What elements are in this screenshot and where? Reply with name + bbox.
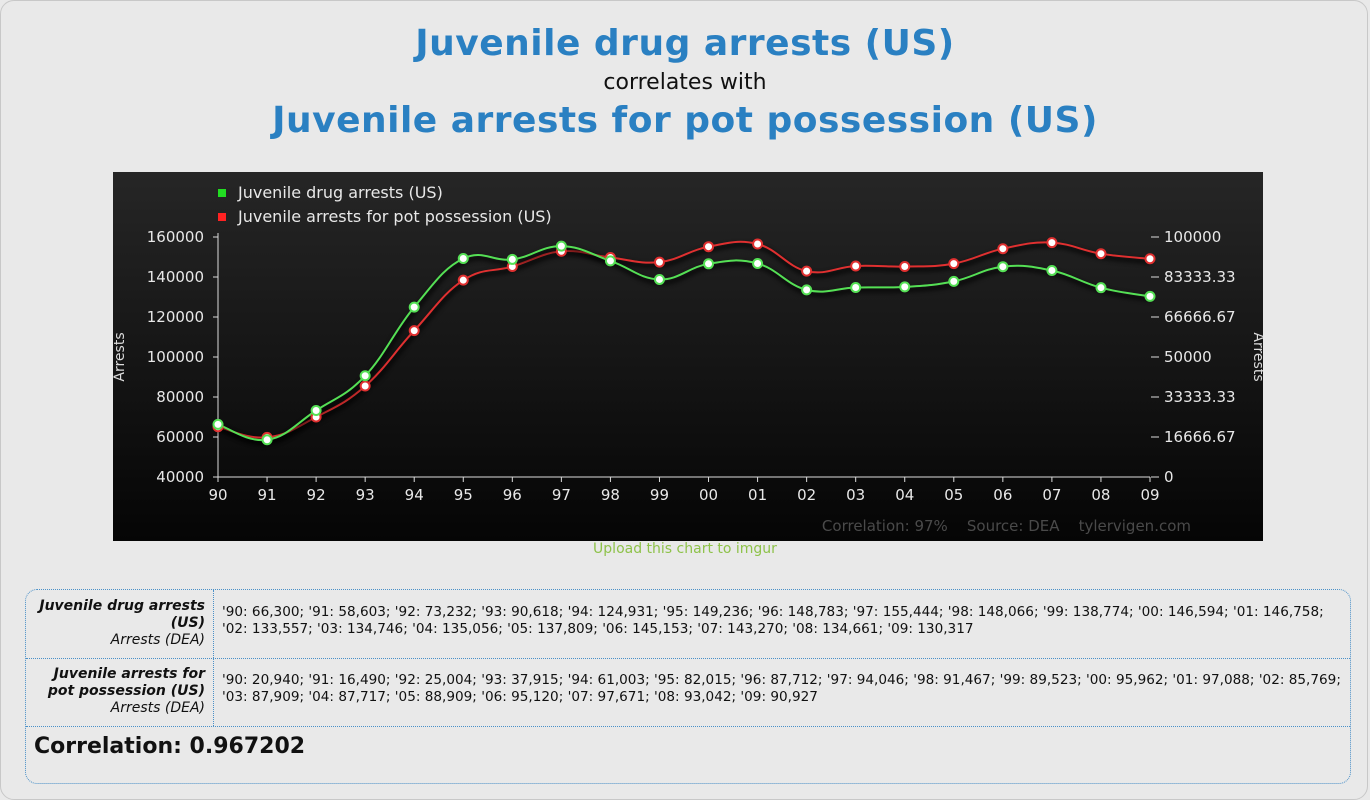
- data-point-drug-arrests: [555, 240, 567, 252]
- title-connector: correlates with: [603, 70, 767, 95]
- left-tick-label: 40000: [156, 468, 204, 486]
- data-point-pot-possession: [359, 380, 371, 392]
- data-point-pot-possession: [1095, 248, 1107, 260]
- data-point-drug-arrests: [1046, 264, 1058, 276]
- data-point-drug-arrests: [899, 281, 911, 293]
- right-tick-label: 66666.67: [1164, 308, 1236, 326]
- x-tick-label: 98: [601, 486, 620, 504]
- data-point-drug-arrests: [948, 275, 960, 287]
- row-series-source: Arrests (DEA): [110, 700, 205, 716]
- x-tick-label: 95: [454, 486, 473, 504]
- left-tick-label: 140000: [147, 268, 204, 286]
- chart-footer: Correlation: 97% Source: DEA tylervigen.…: [822, 517, 1191, 535]
- left-tick-label: 120000: [147, 308, 204, 326]
- row-values: '90: 20,940; '91: 16,490; '92: 25,004; '…: [222, 672, 1341, 705]
- right-axis-title: Arrests: [1250, 332, 1263, 381]
- upload-imgur-link[interactable]: Upload this chart to imgur: [593, 541, 777, 557]
- row-series-source: Arrests (DEA): [110, 632, 205, 648]
- x-tick-label: 91: [258, 486, 277, 504]
- left-tick-label: 80000: [156, 388, 204, 406]
- data-point-drug-arrests: [261, 434, 273, 446]
- table-row: Juvenile arrests for pot possession (US)…: [26, 658, 1350, 727]
- x-tick-label: 01: [748, 486, 767, 504]
- row-series-name: Juvenile drug arrests (US): [39, 598, 205, 631]
- legend-label: Juvenile drug arrests (US): [237, 183, 443, 202]
- x-tick-label: 06: [993, 486, 1012, 504]
- series-line-juvenile-drug-arrests: [217, 245, 1151, 442]
- x-tick-label: 05: [944, 486, 963, 504]
- right-tick-label: 100000: [1164, 228, 1221, 246]
- series-line-pot-possession-arrests: [217, 240, 1151, 439]
- correlation-chart: 160000 140000 120000 100000 80000 60000 40000 1…: [113, 172, 1263, 541]
- x-tick-label: 99: [650, 486, 669, 504]
- x-tick-label: 96: [503, 486, 522, 504]
- right-tick-label: 83333.33: [1164, 268, 1236, 286]
- data-point-drug-arrests: [997, 261, 1009, 273]
- data-point-pot-possession: [948, 258, 960, 270]
- data-point-pot-possession: [1046, 237, 1058, 249]
- title-series-2: Juvenile arrests for pot possession (US): [272, 100, 1098, 141]
- row-values: '90: 66,300; '91: 58,603; '92: 73,232; '…: [222, 604, 1324, 637]
- data-point-pot-possession: [752, 238, 764, 250]
- data-table: Juvenile drug arrests (US) Arrests (DEA)…: [25, 589, 1351, 784]
- row-label: Juvenile drug arrests (US) Arrests (DEA): [26, 590, 214, 658]
- data-point-drug-arrests: [408, 301, 420, 313]
- x-tick-label: 92: [307, 486, 326, 504]
- left-tick-label: 60000: [156, 428, 204, 446]
- data-point-drug-arrests: [212, 418, 224, 430]
- title-series-1: Juvenile drug arrests (US): [415, 23, 955, 64]
- row-label: Juvenile arrests for pot possession (US)…: [26, 658, 214, 726]
- row-series-name: Juvenile arrests for pot possession (US): [47, 666, 205, 699]
- x-tick-label: 02: [797, 486, 816, 504]
- x-tick-label: 04: [895, 486, 914, 504]
- left-tick-label: 100000: [147, 348, 204, 366]
- chart-heading: Juvenile drug arrests (US) correlates wi…: [0, 20, 1370, 144]
- data-point-drug-arrests: [506, 253, 518, 265]
- x-tick-label: 07: [1042, 486, 1061, 504]
- data-point-drug-arrests: [801, 284, 813, 296]
- x-tick-label: 90: [208, 486, 227, 504]
- right-tick-label: 16666.67: [1164, 428, 1236, 446]
- x-tick-label: 94: [405, 486, 424, 504]
- x-tick-label: 97: [552, 486, 571, 504]
- data-point-drug-arrests: [752, 257, 764, 269]
- data-point-drug-arrests: [653, 273, 665, 285]
- data-point-pot-possession: [457, 274, 469, 286]
- data-point-drug-arrests: [310, 405, 322, 417]
- series-line-shadow: [218, 246, 1152, 446]
- x-tick-label: 93: [356, 486, 375, 504]
- data-point-pot-possession: [850, 260, 862, 272]
- chart-background: [113, 172, 1263, 541]
- x-tick-label: 00: [699, 486, 718, 504]
- data-point-pot-possession: [1144, 253, 1156, 265]
- data-point-drug-arrests: [604, 255, 616, 267]
- correlation-value: Correlation: 0.967202: [34, 734, 306, 759]
- data-point-pot-possession: [801, 265, 813, 277]
- x-tick-label: 08: [1091, 486, 1110, 504]
- legend-swatch: [218, 213, 226, 221]
- x-tick-label: 03: [846, 486, 865, 504]
- right-tick-label: 33333.33: [1164, 388, 1236, 406]
- data-point-pot-possession: [703, 241, 715, 253]
- series-line-shadow: [218, 242, 1152, 444]
- data-point-pot-possession: [899, 260, 911, 272]
- left-axis-title: Arrests: [113, 332, 128, 381]
- legend-swatch: [218, 189, 226, 197]
- data-point-drug-arrests: [457, 253, 469, 265]
- data-point-drug-arrests: [703, 258, 715, 270]
- data-point-pot-possession: [997, 243, 1009, 255]
- data-point-drug-arrests: [1095, 282, 1107, 294]
- right-tick-label: 0: [1164, 468, 1174, 486]
- data-point-drug-arrests: [1144, 290, 1156, 302]
- left-tick-label: 160000: [147, 228, 204, 246]
- table-row: Juvenile drug arrests (US) Arrests (DEA)…: [26, 590, 1350, 659]
- data-point-pot-possession: [653, 256, 665, 268]
- right-tick-label: 50000: [1164, 348, 1212, 366]
- data-point-drug-arrests: [359, 370, 371, 382]
- x-tick-label: 09: [1140, 486, 1159, 504]
- data-point-drug-arrests: [850, 282, 862, 294]
- data-point-pot-possession: [408, 325, 420, 337]
- legend-label: Juvenile arrests for pot possession (US): [237, 207, 552, 226]
